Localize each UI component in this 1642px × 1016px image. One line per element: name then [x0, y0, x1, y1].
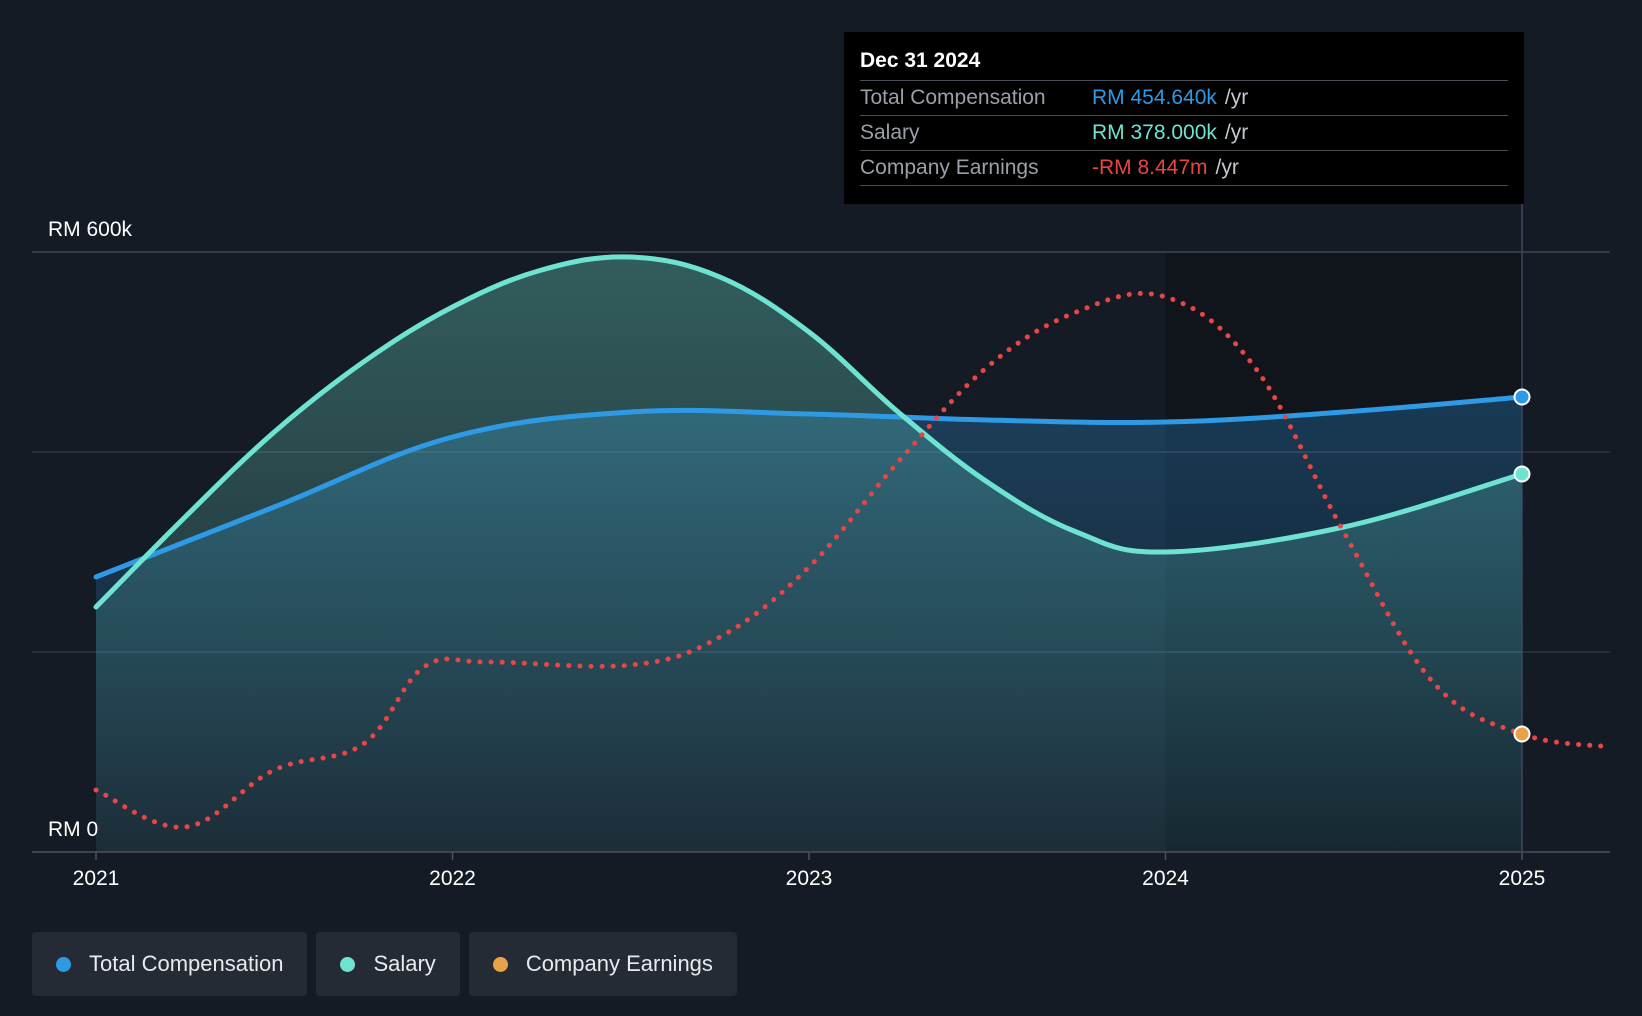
- tooltip-row-total-compensation: Total Compensation RM 454.640k /yr: [860, 80, 1508, 115]
- legend-item-salary[interactable]: Salary: [316, 932, 460, 996]
- y-axis-top-label: RM 600k: [48, 218, 133, 241]
- tooltip-value: RM 454.640k: [1092, 86, 1217, 109]
- legend-dot-icon: [56, 956, 71, 972]
- legend-dot-icon: [492, 956, 508, 972]
- legend-item-company-earnings[interactable]: Company Earnings: [468, 932, 737, 996]
- tooltip-date: Dec 31 2024: [860, 49, 981, 72]
- tooltip-unit: /yr: [1224, 86, 1249, 109]
- tooltip-unit: /yr: [1224, 121, 1249, 144]
- tooltip-label: Total Compensation: [860, 86, 1046, 109]
- x-tick-label: 2021: [73, 867, 120, 890]
- tooltip-value: RM 378.000k: [1092, 121, 1217, 144]
- x-tick-label: 2025: [1499, 867, 1546, 890]
- legend-label: Total Compensation: [89, 951, 284, 976]
- legend: Total Compensation Salary Company Earnin…: [32, 932, 737, 996]
- tooltip-value: -RM 8.447m: [1092, 156, 1208, 179]
- tooltip-unit: /yr: [1215, 156, 1239, 179]
- salary-marker: [1513, 465, 1531, 483]
- company-earnings-marker: [1513, 725, 1531, 743]
- tooltip-label: Salary: [860, 121, 920, 144]
- y-axis-bottom-label: RM 0: [48, 818, 98, 841]
- legend-label: Company Earnings: [525, 951, 713, 976]
- legend-label: Salary: [373, 951, 436, 976]
- salary-area: [96, 256, 1522, 853]
- salary-line: [93, 254, 1525, 610]
- legend-dot-icon: [340, 956, 356, 972]
- legend-item-total-compensation[interactable]: Total Compensation: [32, 932, 308, 996]
- tooltip-row-company-earnings: Company Earnings -RM 8.447m /yr: [860, 150, 1508, 186]
- tooltip-row-salary: Salary RM 378.000k /yr: [860, 115, 1508, 150]
- x-tick-label: 2023: [786, 867, 833, 890]
- x-tick-label: 2024: [1142, 867, 1189, 890]
- total-compensation-marker: [1513, 388, 1531, 406]
- company-earnings-line: [93, 290, 1614, 830]
- x-tick-label: 2022: [429, 867, 476, 890]
- tooltip-label: Company Earnings: [860, 156, 1039, 179]
- tooltip: Dec 31 2024 Total Compensation RM 454.64…: [844, 32, 1524, 204]
